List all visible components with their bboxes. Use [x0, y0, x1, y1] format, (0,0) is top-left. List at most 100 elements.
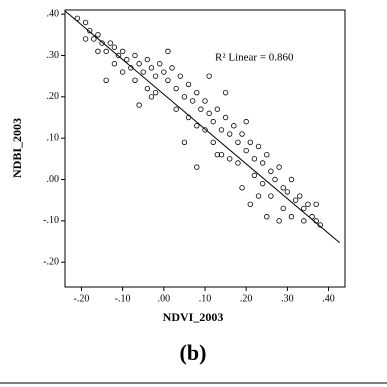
- point: [214, 152, 221, 158]
- point: [235, 139, 241, 145]
- y-tick-label: .40: [47, 8, 60, 19]
- point: [276, 164, 282, 170]
- x-tick-label: .40: [322, 293, 335, 304]
- point: [140, 69, 146, 75]
- point: [111, 44, 118, 50]
- point: [95, 48, 101, 55]
- point: [173, 106, 179, 112]
- point: [161, 69, 167, 75]
- caption: (b): [180, 340, 207, 365]
- point: [194, 123, 200, 129]
- point: [280, 185, 286, 191]
- y-tick-label: .00: [47, 174, 60, 185]
- x-tick-label: -.20: [74, 293, 90, 304]
- point: [276, 218, 282, 224]
- point: [99, 40, 105, 46]
- point: [165, 48, 171, 55]
- point: [136, 61, 142, 67]
- point: [247, 139, 253, 145]
- point: [144, 56, 151, 63]
- y-tick-label: .10: [47, 132, 60, 143]
- point: [247, 201, 253, 208]
- point: [181, 139, 188, 145]
- point: [222, 89, 229, 96]
- point: [148, 65, 155, 71]
- point: [181, 94, 188, 100]
- x-tick-label: -.10: [115, 293, 131, 304]
- point: [185, 81, 192, 88]
- point: [268, 193, 274, 199]
- point: [218, 152, 225, 158]
- point: [74, 15, 81, 21]
- point: [288, 176, 295, 183]
- point: [243, 147, 249, 154]
- point: [111, 61, 118, 67]
- x-tick-label: .00: [158, 293, 171, 304]
- point: [255, 193, 262, 199]
- point: [119, 48, 126, 55]
- point: [239, 185, 245, 191]
- point: [288, 214, 295, 220]
- point: [107, 40, 113, 46]
- point: [194, 164, 200, 170]
- point: [148, 94, 155, 100]
- point: [210, 139, 216, 145]
- point: [259, 160, 266, 166]
- y-axis-title: NDBI_2003: [10, 118, 24, 178]
- point: [218, 127, 225, 133]
- point: [309, 214, 315, 220]
- point: [280, 205, 286, 212]
- point: [239, 131, 245, 137]
- point: [259, 180, 266, 187]
- point: [301, 218, 307, 224]
- x-tick-label: .20: [240, 293, 253, 304]
- point: [231, 123, 237, 129]
- point: [185, 114, 192, 121]
- point: [128, 65, 134, 71]
- point: [202, 98, 208, 104]
- y-tick-label: -.10: [43, 215, 59, 226]
- point: [82, 19, 89, 26]
- x-tick-label: .10: [199, 293, 212, 304]
- point: [313, 218, 319, 224]
- y-tick-label: -.20: [43, 256, 59, 267]
- point: [173, 85, 179, 92]
- point: [214, 106, 221, 112]
- point: [103, 77, 109, 83]
- point: [152, 89, 159, 96]
- point: [301, 205, 307, 212]
- point: [144, 85, 151, 92]
- point: [82, 36, 89, 42]
- point: [206, 110, 212, 117]
- point: [305, 201, 311, 208]
- point: [235, 160, 241, 166]
- point: [284, 189, 291, 195]
- point: [222, 114, 229, 121]
- point: [152, 73, 159, 79]
- point: [264, 152, 270, 158]
- x-tick-label: .30: [281, 293, 294, 304]
- point: [103, 48, 109, 55]
- point: [177, 73, 183, 79]
- point: [124, 56, 130, 63]
- point: [157, 61, 163, 67]
- point: [169, 65, 175, 71]
- point: [243, 118, 249, 125]
- point: [132, 52, 138, 59]
- point: [227, 131, 233, 137]
- plot-frame: [64, 9, 346, 288]
- x-axis-title: NDVI_2003: [163, 310, 224, 324]
- point: [206, 73, 212, 79]
- point: [272, 176, 278, 183]
- point: [227, 156, 233, 162]
- point: [251, 156, 258, 162]
- point: [202, 127, 208, 133]
- point: [292, 197, 299, 203]
- point: [136, 102, 142, 108]
- y-tick-label: .30: [47, 50, 60, 61]
- point: [189, 98, 196, 104]
- fit-line: [65, 10, 340, 244]
- point: [119, 69, 126, 75]
- point: [115, 52, 122, 59]
- point: [87, 27, 93, 34]
